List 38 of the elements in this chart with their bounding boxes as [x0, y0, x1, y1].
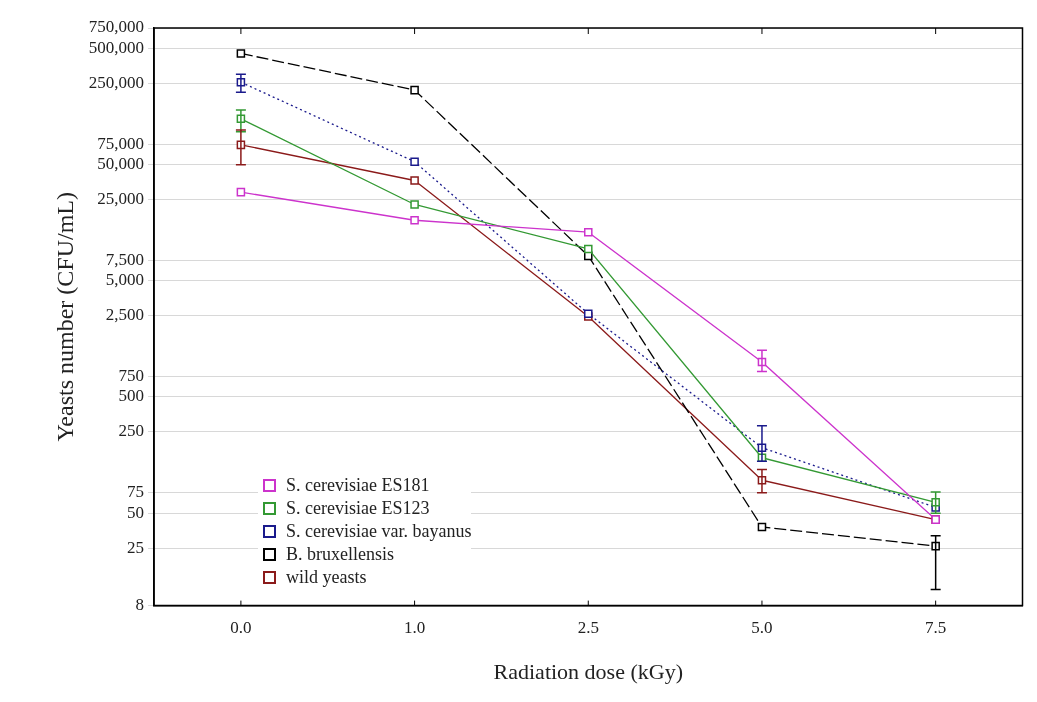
- y-tick-label: 50,000: [97, 154, 145, 174]
- point: [757, 522, 767, 532]
- point: [410, 176, 419, 185]
- y-tick-label: 75: [127, 482, 145, 502]
- legend-label: S. cerevisiae ES123: [286, 497, 430, 520]
- point: [410, 157, 419, 166]
- point: [583, 227, 593, 237]
- y-tick-label: 750: [118, 365, 145, 385]
- x-tick-label: 7.5: [925, 617, 947, 637]
- y-tick-label: 500: [118, 386, 145, 406]
- y-tick-label: 2,500: [105, 305, 145, 325]
- x-tick-label: 1.0: [403, 617, 426, 637]
- y-tick-label: 8: [135, 595, 145, 615]
- legend-label: S. cerevisiae var. bayanus: [286, 520, 472, 543]
- legend-label: wild yeasts: [286, 566, 367, 589]
- y-tick-label: 75,000: [97, 133, 145, 153]
- point: [410, 215, 419, 225]
- y-tick-label: 250,000: [88, 72, 145, 92]
- y-tick-label: 7,500: [105, 249, 145, 269]
- y-tick-label: 750,000: [88, 17, 145, 37]
- x-tick-label: 2.5: [577, 617, 599, 637]
- point: [236, 187, 246, 197]
- x-tick-label: 0.0: [230, 617, 252, 637]
- y-tick-label: 5,000: [105, 270, 145, 290]
- point: [410, 85, 419, 95]
- y-tick-label: 500,000: [88, 37, 145, 57]
- point: [583, 244, 593, 254]
- y-tick-label: 50: [127, 502, 145, 522]
- point: [410, 200, 419, 209]
- y-tick-label: 25,000: [97, 189, 145, 209]
- y-tick-label: 25: [127, 537, 145, 557]
- x-axis-title: Radiation dose (kGy): [493, 658, 683, 684]
- y-axis-title: Yeasts number (CFU/mL): [51, 192, 78, 442]
- y-tick-label: 250: [118, 421, 145, 441]
- point: [236, 49, 246, 58]
- legend-label: B. bruxellensis: [286, 543, 394, 566]
- x-tick-label: 5.0: [751, 617, 773, 637]
- legend-label: S. cerevisiae ES181: [286, 474, 430, 497]
